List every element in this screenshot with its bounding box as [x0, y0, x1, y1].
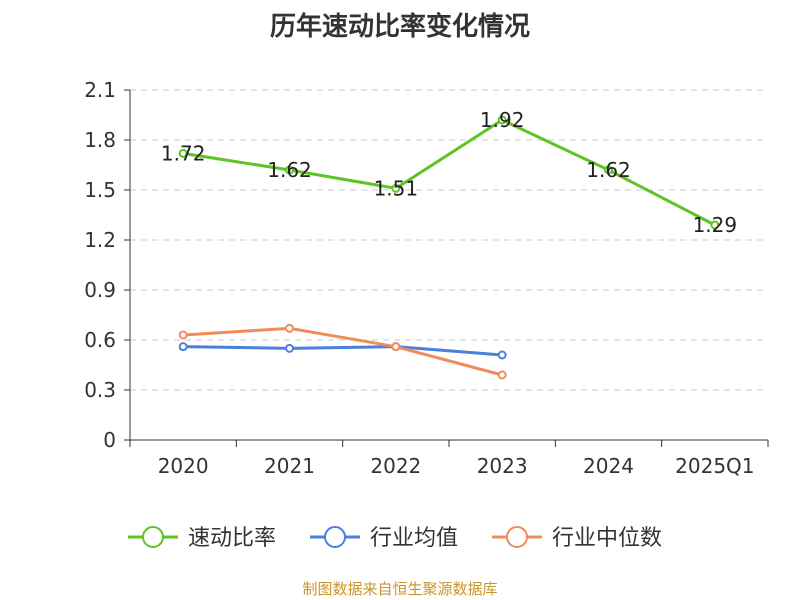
series-0 [178, 115, 720, 230]
x-tick-label: 2022 [370, 454, 421, 478]
data-point [285, 343, 294, 353]
x-tick-label: 2020 [158, 454, 209, 478]
x-tick-label: 2025Q1 [675, 454, 754, 478]
data-point [497, 350, 507, 360]
data-label: 1.62 [586, 158, 631, 182]
data-point [391, 342, 401, 352]
data-label: 1.51 [374, 176, 419, 200]
y-tick-label: 0.3 [84, 378, 116, 402]
series-line [183, 345, 503, 357]
legend-label: 行业均值 [370, 526, 458, 551]
legend-label: 行业中位数 [552, 526, 662, 551]
data-labels: 1.72 1.62 1.51 1.92 1.62 1.29 [161, 108, 737, 237]
legend-swatch-marker [506, 526, 528, 548]
legend-item-2: 行业中位数 [492, 526, 662, 551]
data-point [178, 330, 188, 340]
legend-item-1: 行业均值 [310, 526, 458, 551]
chart-title: 历年速动比率变化情况 [269, 12, 530, 42]
data-point [285, 165, 294, 175]
y-tick-label: 0.6 [84, 328, 116, 352]
series-line [183, 326, 503, 377]
data-label: 1.72 [161, 141, 206, 165]
grid-lines [130, 89, 768, 391]
legend-swatch-marker [142, 526, 164, 548]
axes: 0 0.3 0.6 0.9 1.2 1.5 1.8 2.1 2020 2021 2022 2023 20… [84, 78, 769, 478]
data-point [710, 220, 720, 230]
source-note: 制图数据来自恒生聚源数据库 [302, 580, 498, 598]
data-point [604, 165, 613, 175]
data-point [178, 342, 188, 352]
y-tick-label: 0.9 [84, 278, 116, 302]
data-label: 1.62 [267, 158, 312, 182]
x-tick-label: 2023 [477, 454, 528, 478]
legend-label: 速动比率 [188, 526, 276, 551]
series-line [182, 118, 716, 227]
y-tick-label: 1.2 [84, 228, 116, 252]
y-tick-label: 2.1 [84, 78, 116, 102]
x-tick-label: 2024 [583, 454, 634, 478]
data-label: 1.29 [693, 213, 738, 237]
data-point [497, 370, 507, 380]
data-point [178, 148, 188, 158]
legend-swatch-marker [324, 526, 346, 548]
y-tick-label: 1.8 [84, 128, 116, 152]
legend-item-0: 速动比率 [128, 526, 276, 551]
data-point [391, 183, 401, 193]
data-point [285, 323, 294, 333]
data-label: 1.92 [480, 108, 525, 132]
y-tick-label: 1.5 [84, 178, 116, 202]
x-tick-label: 2021 [264, 454, 315, 478]
series-2 [178, 323, 507, 380]
data-point [497, 115, 507, 125]
legend: 速动比率 行业均值 行业中位数 [128, 526, 662, 551]
y-tick-label: 0 [103, 428, 116, 452]
series-lines [178, 115, 720, 380]
series-1 [178, 342, 507, 360]
